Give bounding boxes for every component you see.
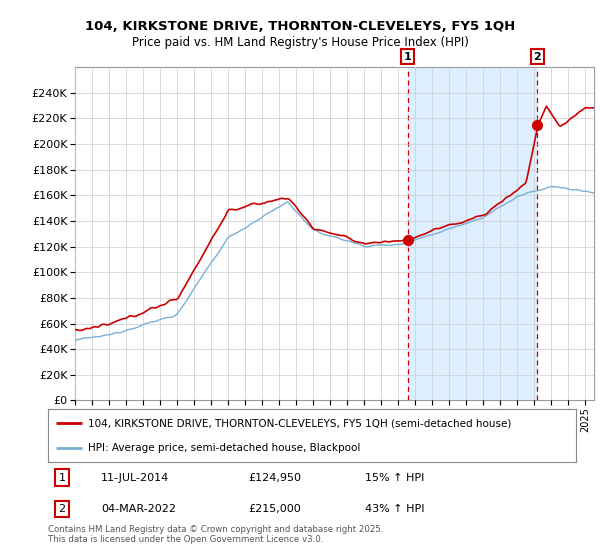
Text: 11-JUL-2014: 11-JUL-2014: [101, 473, 169, 483]
Text: HPI: Average price, semi-detached house, Blackpool: HPI: Average price, semi-detached house,…: [88, 442, 360, 452]
Bar: [407, 67, 538, 400]
Text: Contains HM Land Registry data © Crown copyright and database right 2025.
This d: Contains HM Land Registry data © Crown c…: [48, 525, 383, 544]
Text: 1: 1: [59, 473, 65, 483]
Text: 104, KIRKSTONE DRIVE, THORNTON-CLEVELEYS, FY5 1QH (semi-detached house): 104, KIRKSTONE DRIVE, THORNTON-CLEVELEYS…: [88, 418, 511, 428]
Text: 43% ↑ HPI: 43% ↑ HPI: [365, 504, 424, 514]
Text: 104, KIRKSTONE DRIVE, THORNTON-CLEVELEYS, FY5 1QH: 104, KIRKSTONE DRIVE, THORNTON-CLEVELEYS…: [85, 20, 515, 32]
Text: Price paid vs. HM Land Registry's House Price Index (HPI): Price paid vs. HM Land Registry's House …: [131, 36, 469, 49]
Text: 2: 2: [59, 504, 65, 514]
Text: 2: 2: [533, 52, 541, 62]
Text: 15% ↑ HPI: 15% ↑ HPI: [365, 473, 424, 483]
Text: £124,950: £124,950: [248, 473, 302, 483]
Text: 04-MAR-2022: 04-MAR-2022: [101, 504, 176, 514]
Text: £215,000: £215,000: [248, 504, 301, 514]
Text: 1: 1: [404, 52, 412, 62]
